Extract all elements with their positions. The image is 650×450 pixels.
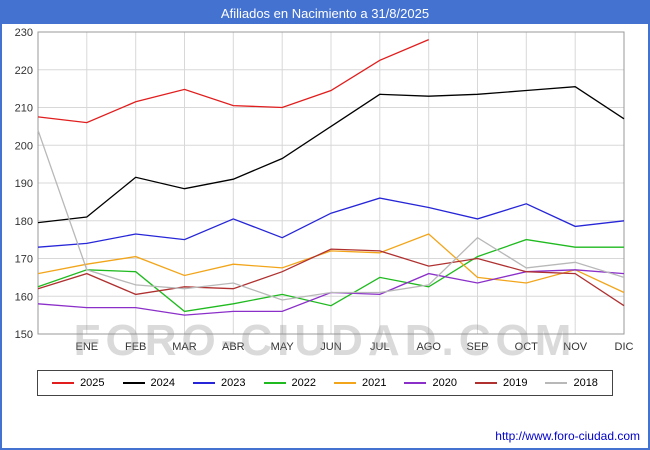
svg-text:150: 150 <box>15 329 33 341</box>
legend-item-2025: 2025 <box>52 377 105 389</box>
legend-label-2020: 2020 <box>432 377 457 389</box>
legend-marker-2022 <box>263 382 286 384</box>
svg-text:DIC: DIC <box>615 341 634 353</box>
svg-text:190: 190 <box>15 178 33 190</box>
legend: 2025 2024 2023 2022 2021 2020 <box>37 370 613 396</box>
legend-item-2018: 2018 <box>545 377 598 389</box>
legend-label-2022: 2022 <box>291 377 316 389</box>
svg-text:160: 160 <box>15 291 33 303</box>
plot-svg: 150 160 170 180 190 200 210 220 230 ENE FEB MAR ABR M… <box>15 27 634 353</box>
legend-marker-2023 <box>193 382 216 384</box>
legend-item-2021: 2021 <box>334 377 386 389</box>
svg-text:MAY: MAY <box>271 341 295 353</box>
legend-marker-2018 <box>545 382 568 384</box>
legend-item-2019: 2019 <box>474 377 528 389</box>
legend-marker-2024 <box>122 382 145 384</box>
svg-text:NOV: NOV <box>563 341 588 353</box>
svg-text:SEP: SEP <box>466 341 488 353</box>
footer: http://www.foro-ciudad.com <box>495 429 640 443</box>
svg-text:ABR: ABR <box>222 341 245 353</box>
legend-label-2018: 2018 <box>573 377 598 389</box>
legend-label-2023: 2023 <box>221 377 246 389</box>
svg-text:JUN: JUN <box>320 341 341 353</box>
legend-marker-2025 <box>52 382 75 384</box>
legend-marker-2020 <box>404 382 427 384</box>
svg-text:AGO: AGO <box>416 341 441 353</box>
svg-text:200: 200 <box>15 140 33 152</box>
legend-label-2021: 2021 <box>362 377 387 389</box>
legend-label-2019: 2019 <box>502 377 528 389</box>
legend-item-2024: 2024 <box>122 377 176 389</box>
legend-row: 2025 2024 2023 2022 2021 2020 <box>2 370 648 396</box>
svg-text:180: 180 <box>15 216 33 228</box>
chart-title: Afiliados en Nacimiento a 31/8/2025 <box>220 5 430 21</box>
svg-text:FEB: FEB <box>125 341 146 353</box>
svg-text:220: 220 <box>15 65 33 77</box>
svg-text:210: 210 <box>15 103 33 115</box>
svg-text:MAR: MAR <box>172 341 197 353</box>
legend-item-2022: 2022 <box>263 377 316 389</box>
svg-text:230: 230 <box>15 27 33 39</box>
svg-text:ENE: ENE <box>75 341 98 353</box>
legend-item-2023: 2023 <box>193 377 246 389</box>
svg-text:JUL: JUL <box>370 341 390 353</box>
legend-item-2020: 2020 <box>404 377 457 389</box>
legend-marker-2019 <box>474 382 497 384</box>
svg-text:170: 170 <box>15 254 33 266</box>
legend-label-2024: 2024 <box>150 377 176 389</box>
legend-marker-2021 <box>334 382 356 384</box>
title-bar: Afiliados en Nacimiento a 31/8/2025 <box>2 2 648 24</box>
svg-text:OCT: OCT <box>515 341 539 353</box>
legend-label-2025: 2025 <box>80 377 105 389</box>
footer-link[interactable]: http://www.foro-ciudad.com <box>495 429 640 443</box>
